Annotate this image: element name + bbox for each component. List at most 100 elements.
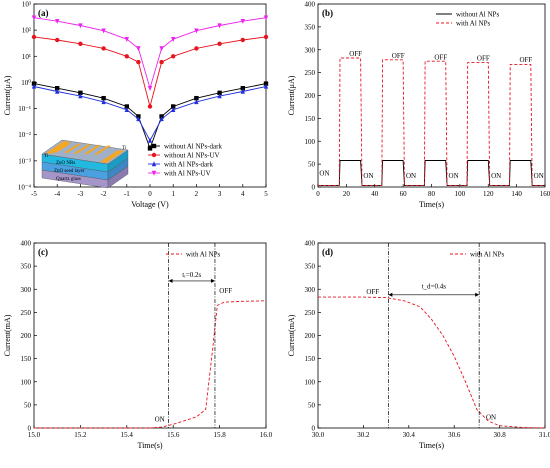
arrow-head-right xyxy=(475,292,480,297)
electrode-label: Ti xyxy=(122,146,127,151)
y-tick-label: 10⁻¹ xyxy=(18,105,31,113)
y-tick-label: 0 xyxy=(312,425,316,433)
y-tick-label: 50 xyxy=(308,161,316,169)
data-point xyxy=(171,104,176,109)
x-tick-label: -5 xyxy=(31,190,37,198)
x-tick-label: 15.2 xyxy=(74,431,87,439)
annotation-off: OFF xyxy=(366,288,379,296)
panel-c: 15.0 15.2 15.4 15.6 15.8 16.0 0 50 100 150 200 250 3… xyxy=(3,240,273,451)
annotation: ON xyxy=(491,172,501,180)
x-tick-label: 15.4 xyxy=(121,431,134,439)
x-tick-label: 80 xyxy=(428,190,436,198)
data-point xyxy=(78,93,83,99)
x-tick-label: 30.8 xyxy=(493,431,506,439)
electrode-pad-left xyxy=(46,141,70,154)
y-tick-label: 100 xyxy=(305,378,316,386)
x-tick-label: 40 xyxy=(371,190,379,198)
y-tick-label: 250 xyxy=(305,69,316,77)
legend-entry: with Al NPs-dark xyxy=(164,161,214,169)
x-tick-label: 5 xyxy=(264,190,268,198)
layer-label: Quartz glass xyxy=(56,177,81,182)
electrode-finger xyxy=(74,144,91,154)
x-tick-label: 30.0 xyxy=(312,431,325,439)
data-point xyxy=(194,99,199,105)
panel-label: (a) xyxy=(38,8,49,18)
layer-label: ZnO NRs xyxy=(56,161,75,166)
annotation-on: ON xyxy=(486,414,496,422)
x-tick-label: 0 xyxy=(148,190,152,198)
y-tick-label: 300 xyxy=(305,286,316,294)
data-point xyxy=(31,83,37,89)
series-line xyxy=(33,86,267,142)
x-tick-label: 30.2 xyxy=(357,431,370,439)
y-tick-label: 10⁰ xyxy=(21,79,31,87)
annotation-on: ON xyxy=(155,416,165,424)
y-tick-label: 50 xyxy=(308,401,316,409)
y-tick-label: 300 xyxy=(305,46,316,54)
series-line xyxy=(318,296,546,429)
data-point xyxy=(159,59,164,65)
plot-frame xyxy=(317,242,546,429)
data-point xyxy=(101,99,106,105)
data-point xyxy=(159,116,164,122)
data-point xyxy=(147,137,153,143)
y-tick-label: 0 xyxy=(28,425,32,433)
legend-entry: with Al NPs xyxy=(186,251,221,259)
x-tick-label: -3 xyxy=(77,190,83,198)
data-point xyxy=(78,23,83,29)
data-point xyxy=(101,28,106,34)
y-tick-label: 100 xyxy=(21,378,32,386)
electrode-finger xyxy=(84,144,101,155)
data-point xyxy=(124,54,129,59)
y-tick-label: 150 xyxy=(305,115,316,123)
annotation: ON xyxy=(449,172,459,180)
data-point xyxy=(263,15,269,21)
data-point xyxy=(55,18,60,24)
y-tick-label: 350 xyxy=(305,263,316,271)
x-tick-label: 0 xyxy=(316,190,320,198)
series-line xyxy=(33,36,267,109)
data-point xyxy=(194,28,199,34)
y-tick-label: 150 xyxy=(21,355,32,363)
data-point xyxy=(151,170,157,176)
device-inset: Ti Ti ZnO NRs ZnO seed layer Quartz glass xyxy=(41,139,129,189)
x-tick-label: 1 xyxy=(171,190,175,198)
legend-entry: with Al NPs xyxy=(470,251,505,259)
x-axis-label: Voltage (V) xyxy=(131,200,169,209)
series-line xyxy=(34,300,267,429)
electrode-finger xyxy=(64,143,81,154)
y-tick-label: 400 xyxy=(305,240,316,248)
electrode-finger xyxy=(54,143,71,153)
y-tick-label: 200 xyxy=(305,92,316,100)
y-tick-label: 400 xyxy=(21,240,32,248)
electrode-label: Ti xyxy=(44,154,49,159)
y-tick-label: 50 xyxy=(24,401,32,409)
x-axis-label: Time(s) xyxy=(137,441,162,450)
data-point xyxy=(136,46,141,52)
data-point xyxy=(217,41,222,47)
x-tick-label: 20 xyxy=(343,190,351,198)
data-point xyxy=(151,161,157,167)
data-point xyxy=(147,104,153,109)
annotation: OFF xyxy=(349,50,362,58)
y-tick-label: 150 xyxy=(305,355,316,363)
data-point xyxy=(55,88,60,94)
legend-entry: without Al NPs-dark xyxy=(164,143,222,151)
x-tick-label: 60 xyxy=(400,190,408,198)
data-point xyxy=(240,37,245,43)
annotation: OFF xyxy=(519,56,532,64)
series-line xyxy=(318,160,545,187)
data-point xyxy=(147,86,153,91)
x-axis-label: Time(s) xyxy=(419,441,444,450)
layer-label: ZnO seed layer xyxy=(54,169,85,174)
annotation-off: OFF xyxy=(219,287,232,295)
plot-frame xyxy=(33,242,267,429)
y-axis-label: Current(μA) xyxy=(287,75,296,115)
panel-d: 30.0 30.2 30.4 30.6 30.8 31.0 0 50 100 150 200 250 3… xyxy=(287,240,550,451)
y-tick-label: 10⁻⁴ xyxy=(18,184,32,192)
y-tick-label: 300 xyxy=(21,286,32,294)
y-tick-label: 10⁻³ xyxy=(18,157,31,165)
data-point xyxy=(217,93,222,99)
x-axis-label: Time(s) xyxy=(419,200,444,209)
